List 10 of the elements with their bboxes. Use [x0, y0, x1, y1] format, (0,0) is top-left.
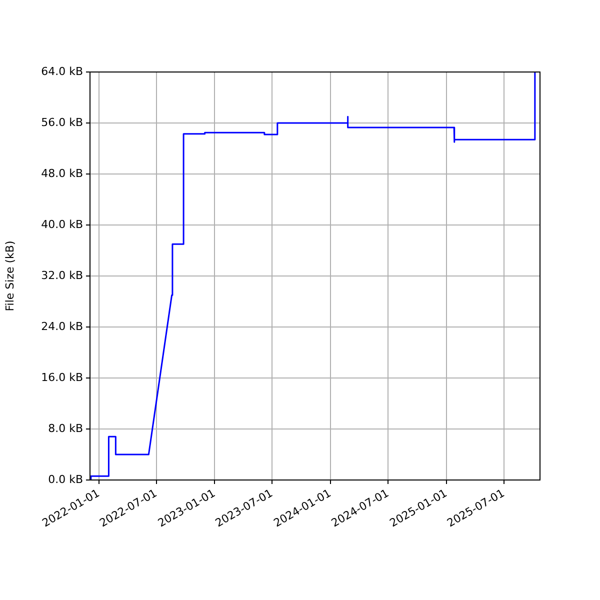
y-tick-label: 24.0 kB — [41, 320, 83, 333]
y-tick-label: 48.0 kB — [41, 166, 83, 180]
y-tick-label: 40.0 kB — [41, 218, 83, 231]
y-axis-title: File Size (kB) — [3, 240, 16, 312]
y-tick-label: 0.0 kB — [48, 472, 83, 486]
y-tick-label: 8.0 kB — [48, 422, 83, 435]
y-tick-label: 64.0 kB — [41, 64, 83, 78]
y-tick-label: 56.0 kB — [41, 116, 83, 129]
y-tick-label: 16.0 kB — [41, 370, 83, 384]
y-tick-label: 32.0 kB — [41, 268, 83, 282]
